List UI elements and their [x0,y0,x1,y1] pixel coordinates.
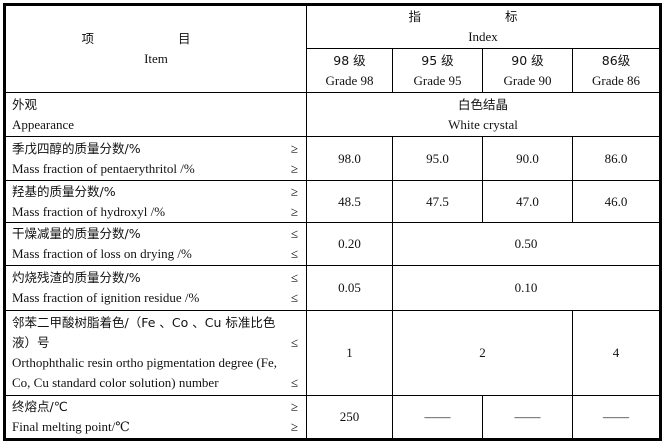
operator: ≤ [290,375,298,390]
operator: ≥ [290,399,298,414]
table-row: 季戊四醇的质量分数/% ≥ Mass fraction of pentaerythr… [4,136,661,181]
label-en: Orthophthalic resin ortho pigmentation d… [12,355,277,370]
row-label: 外观 Appearance [4,92,307,137]
item-header: 项 目 Item [4,4,307,93]
label-cn: 外观 [12,96,38,112]
value-cell: 0.10 [392,265,661,311]
value-cell: 48.5 [306,180,393,223]
grade-en: Grade 90 [503,72,552,88]
value-cell: 4 [572,310,661,396]
value-cell: 250 [306,395,393,440]
value-cell: 0.50 [392,222,661,266]
label-en: Mass fraction of loss on drying /% [12,246,192,261]
value-cell: 2 [392,310,573,396]
operator: ≤ [290,335,298,350]
specification-table: 项 目 Item 指 标 Index 98 级 Grade 98 95 级 Grad… [3,3,662,441]
item-header-en: Item [144,51,168,66]
value-cell: 95.0 [392,136,483,181]
grade-86: 86级 Grade 86 [572,48,661,93]
operator: ≥ [290,140,298,156]
label-cn: 灼烧残渣的质量分数/% [12,270,141,285]
value-cell: 90.0 [482,136,573,181]
operator: ≥ [290,183,298,199]
grade-cn: 90 级 [511,52,544,68]
grade-cn: 95 级 [421,52,454,68]
index-header-en: Index [468,29,498,44]
value-cn: 白色结晶 [457,96,508,112]
label-cn: 羟基的质量分数/% [12,183,116,199]
operator: ≥ [290,160,298,176]
table-row: 邻苯二甲酸树脂着色/（Fe 、Co 、Cu 标准比色 液）号 ≤ Orthopht… [4,310,661,396]
value-cell: —— [392,395,483,440]
value-cell: 86.0 [572,136,661,181]
label-en: Co, Cu standard color solution) number [12,375,219,390]
value-cell: 1 [306,310,393,396]
value-cell: 98.0 [306,136,393,181]
index-header: 指 标 Index [306,4,661,49]
value-cell: 0.05 [306,265,393,311]
grade-cn: 98 级 [333,52,366,68]
label-cn: 邻苯二甲酸树脂着色/（Fe 、Co 、Cu 标准比色 [12,315,276,330]
row-label: 邻苯二甲酸树脂着色/（Fe 、Co 、Cu 标准比色 液）号 ≤ Orthopht… [4,310,307,396]
item-header-cn: 项 目 [81,31,231,46]
row-label: 季戊四醇的质量分数/% ≥ Mass fraction of pentaerythr… [4,136,307,181]
label-en: Final melting point/℃ [12,419,130,434]
value-cell: 46.0 [572,180,661,223]
table-row: 干燥减量的质量分数/% ≤ Mass fraction of loss on dry… [4,222,661,266]
grade-row: 98 级 Grade 98 95 级 Grade 95 90 级 Grade 90 8… [5,48,661,93]
value-cell: —— [482,395,573,440]
table-row: 羟基的质量分数/% ≥ Mass fraction of hydroxyl /% ≥ … [4,180,661,223]
header-row: 项 目 Item 指 标 Index [4,4,661,93]
table-row: 灼烧残渣的质量分数/% ≤ Mass fraction of ignition re… [4,265,661,311]
grade-95: 95 级 Grade 95 [392,48,483,93]
row-label: 羟基的质量分数/% ≥ Mass fraction of hydroxyl /% ≥ [4,180,307,223]
value-cell: 47.5 [392,180,483,223]
label-cn: 干燥减量的质量分数/% [12,226,141,241]
operator: ≤ [290,270,298,285]
grade-90: 90 级 Grade 90 [482,48,573,93]
table-row: 终熔点/℃ ≥ Final melting point/℃ ≥ 250 —— —— —… [4,395,661,440]
grade-en: Grade 95 [413,72,462,88]
row-label: 终熔点/℃ ≥ Final melting point/℃ ≥ [4,395,307,440]
value-cell: 47.0 [482,180,573,223]
label-en: Appearance [12,116,75,132]
label-cn: 终熔点/℃ [12,399,68,414]
grade-en: Grade 98 [325,72,374,88]
value-cell: —— [572,395,661,440]
operator: ≤ [290,246,298,261]
grade-en: Grade 86 [591,72,640,88]
operator: ≥ [290,419,298,434]
appearance-value: 白色结晶 White crystal [306,92,661,137]
operator: ≤ [290,290,298,305]
grade-cn: 86级 [601,52,631,68]
value-cell: 0.20 [306,222,393,266]
value-en: White crystal [448,116,518,132]
row-label: 灼烧残渣的质量分数/% ≤ Mass fraction of ignition re… [4,265,307,311]
label-en: Mass fraction of pentaerythritol /% [12,160,195,176]
label-cn: 液）号 [12,335,50,350]
row-label: 干燥减量的质量分数/% ≤ Mass fraction of loss on dry… [4,222,307,266]
label-cn: 季戊四醇的质量分数/% [12,140,141,156]
operator: ≥ [290,203,298,219]
label-en: Mass fraction of hydroxyl /% [12,203,166,219]
label-en: Mass fraction of ignition residue /% [12,290,200,305]
index-header-cn: 指 标 [408,9,558,24]
operator: ≤ [290,226,298,241]
grade-98: 98 级 Grade 98 [306,48,393,93]
table-row: 外观 Appearance 白色结晶 White crystal [4,92,661,137]
